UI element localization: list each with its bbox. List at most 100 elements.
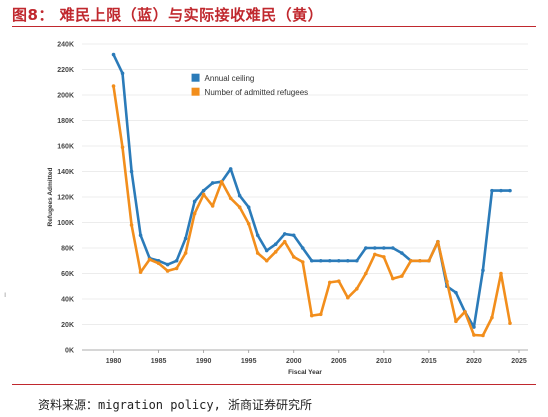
data-point: [409, 258, 413, 263]
y-tick-label: 180K: [57, 118, 74, 125]
data-point: [490, 188, 494, 193]
data-point: [129, 223, 134, 227]
data-point: [382, 246, 386, 250]
title-divider: [12, 26, 536, 27]
data-point: [192, 211, 197, 216]
source-note: 资料来源：migration policy, 浙商证券研究所: [38, 398, 313, 412]
data-point: [400, 274, 404, 278]
data-point: [355, 287, 359, 291]
data-point: [318, 312, 323, 317]
legend-label: Number of admitted refugees: [205, 88, 309, 97]
footer-divider: [12, 384, 536, 385]
data-point: [454, 290, 458, 295]
x-tick-label: 2025: [511, 358, 527, 365]
y-tick-label: 0K: [65, 348, 74, 355]
y-tick-label: 220K: [57, 67, 74, 74]
data-point: [481, 268, 485, 273]
y-tick-label: 100K: [57, 220, 74, 227]
y-tick-label: 40K: [61, 297, 74, 304]
data-point: [183, 236, 188, 241]
data-point: [120, 145, 125, 150]
data-point: [237, 193, 242, 198]
data-point: [201, 192, 206, 197]
y-tick-label: 60K: [61, 271, 74, 278]
data-point: [282, 239, 287, 244]
y-tick-label: 240K: [57, 42, 74, 49]
data-point: [129, 169, 134, 174]
x-tick-label: 1980: [106, 358, 122, 365]
data-point: [373, 252, 377, 257]
margin-mark: ı: [4, 290, 7, 299]
data-point: [183, 251, 188, 255]
x-tick-label: 2000: [286, 358, 302, 365]
legend-swatch: [191, 73, 200, 82]
data-point: [237, 205, 242, 209]
data-point: [508, 188, 512, 193]
x-tick-label: 1995: [241, 358, 257, 365]
y-axis: 0K 20K 40K 60K 80K 100K 120K 140K 160K 180K 200K 22…: [57, 42, 74, 355]
data-point: [418, 258, 422, 263]
data-point: [391, 246, 395, 250]
data-point: [364, 246, 368, 250]
data-point: [219, 179, 224, 184]
data-point: [291, 255, 296, 259]
chart-gridlines: [82, 43, 528, 351]
data-point: [246, 221, 251, 226]
data-point: [138, 270, 143, 275]
data-point: [111, 84, 116, 88]
data-point: [228, 167, 233, 171]
data-point: [228, 196, 233, 201]
data-point: [318, 258, 323, 263]
data-point: [382, 255, 386, 259]
data-point: [165, 262, 170, 267]
data-point: [481, 333, 485, 338]
data-point: [255, 251, 260, 255]
data-point: [336, 258, 341, 263]
data-point: [364, 271, 368, 276]
x-tick-label: 2010: [376, 358, 392, 365]
data-point: [391, 276, 395, 281]
data-point: [264, 248, 269, 253]
x-tick-label: 2005: [331, 358, 347, 365]
x-tick-label: 2020: [466, 358, 482, 365]
data-point: [300, 260, 305, 264]
annual-ceiling-series: [111, 52, 512, 329]
data-point: [273, 242, 278, 246]
data-point: [373, 246, 377, 250]
data-point: [192, 199, 197, 204]
data-point: [472, 333, 476, 337]
y-axis-title: Refugees Admitted: [47, 167, 54, 226]
data-point: [508, 321, 512, 326]
x-tick-label: 2015: [421, 358, 437, 365]
series-line: [112, 84, 512, 337]
y-tick-label: 80K: [61, 246, 74, 253]
data-point: [327, 280, 332, 285]
data-point: [291, 233, 296, 238]
data-point: [201, 188, 206, 193]
legend-swatch: [191, 87, 200, 96]
x-axis: 1980 1985 1990 1995 2000 2005 2010 2015 2020 2025: [106, 350, 527, 365]
x-tick-label: 1990: [196, 358, 212, 365]
chart-legend: Annual ceiling Number of admitted refugee…: [191, 73, 309, 97]
data-point: [210, 181, 215, 185]
data-point: [336, 279, 341, 283]
data-point: [309, 313, 314, 318]
data-point: [472, 325, 476, 329]
data-point: [309, 258, 314, 263]
data-point: [300, 246, 305, 250]
data-point: [490, 315, 494, 320]
data-point: [264, 258, 269, 263]
series-line: [112, 53, 512, 329]
data-point: [454, 319, 458, 324]
data-point: [156, 261, 161, 266]
data-point: [282, 232, 287, 236]
legend-label: Annual ceiling: [205, 74, 255, 83]
data-point: [273, 250, 278, 254]
data-point: [174, 258, 179, 263]
data-point: [463, 309, 467, 314]
data-point: [147, 257, 152, 262]
y-tick-label: 200K: [57, 93, 74, 100]
y-tick-label: 120K: [57, 195, 74, 202]
data-point: [499, 271, 503, 276]
